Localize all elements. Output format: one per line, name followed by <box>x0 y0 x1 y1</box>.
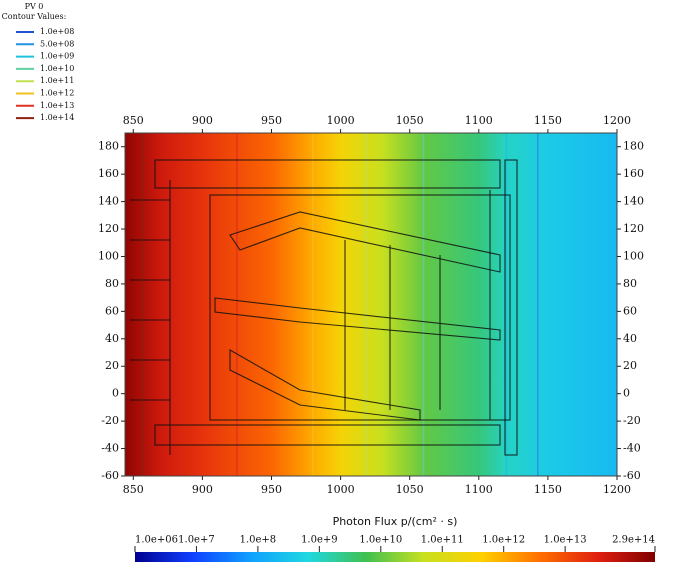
y-tick-label: 80 <box>623 277 637 290</box>
field-cell <box>340 133 383 476</box>
colorbar-tick-label: 1.0e+11 <box>421 535 464 546</box>
y-tick-label: -60 <box>101 469 119 482</box>
y-tick-label: 180 <box>98 140 119 153</box>
contour-lines <box>142 133 539 476</box>
geometry-part <box>504 159 518 456</box>
x-tick-label: 1150 <box>534 114 562 127</box>
y-tick-label: 140 <box>98 195 119 208</box>
colorbar-tick-label: 1.0e+7 <box>178 535 215 546</box>
x-tick-label: 850 <box>123 483 144 496</box>
y-tick-label: -20 <box>623 414 641 427</box>
colorbar-tick-label: 1.0e+12 <box>482 535 525 546</box>
legend-label: 1.0e+13 <box>40 101 74 110</box>
y-tick-label: -40 <box>623 442 641 455</box>
legend-label: 1.0e+09 <box>40 52 74 61</box>
x-tick-label: 1050 <box>396 114 424 127</box>
y-tick-label: 80 <box>105 277 119 290</box>
y-tick-label: 140 <box>623 195 644 208</box>
y-tick-label: -20 <box>101 414 119 427</box>
geometry-part <box>209 194 511 421</box>
x-tick-label: 1150 <box>534 483 562 496</box>
field-cell <box>547 133 618 476</box>
y-tick-label: 40 <box>623 332 637 345</box>
field-cell <box>478 133 507 476</box>
x-tick-label: 1100 <box>465 483 493 496</box>
x-tick-label: 1050 <box>396 483 424 496</box>
y-tick-label: 0 <box>623 387 630 400</box>
x-tick-label: 850 <box>123 114 144 127</box>
colorbar-tick-label: 2.9e+14 <box>612 535 655 546</box>
legend-label: 1.0e+10 <box>40 64 74 73</box>
x-tick-label: 1200 <box>603 483 631 496</box>
geometry-part <box>229 211 501 273</box>
y-tick-label: 60 <box>623 304 637 317</box>
y-tick-label: -40 <box>101 442 119 455</box>
y-tick-label: -60 <box>623 469 641 482</box>
y-tick-label: 0 <box>112 387 119 400</box>
colorbar-tick-label: 1.0e+8 <box>240 535 277 546</box>
y-tick-label: 120 <box>98 222 119 235</box>
x-tick-label: 1000 <box>327 483 355 496</box>
field-cell <box>423 133 480 476</box>
field <box>125 133 618 476</box>
y-tick-label: 160 <box>98 167 119 180</box>
y-tick-label: 120 <box>623 222 644 235</box>
field-cell <box>271 133 314 476</box>
y-tick-label: 100 <box>98 249 119 262</box>
x-tick-label: 950 <box>261 483 282 496</box>
y-tick-label: 20 <box>623 359 637 372</box>
x-tick-label: 1000 <box>327 114 355 127</box>
colorbar-tick-label: 1.0e+10 <box>359 535 402 546</box>
geometry <box>130 159 518 456</box>
colorbar <box>135 552 655 562</box>
y-tick-label: 160 <box>623 167 644 180</box>
legend-label: 1.0e+08 <box>40 27 74 36</box>
plot-frame <box>124 132 618 477</box>
y-tick-label: 40 <box>105 332 119 345</box>
legend-label: 1.0e+12 <box>40 89 74 98</box>
x-tick-label: 1200 <box>603 114 631 127</box>
geometry-part <box>154 424 501 446</box>
legend-label: 1.0e+14 <box>40 113 74 122</box>
field-cell <box>506 133 549 476</box>
colorbar-tick-label: 1.0e+13 <box>544 535 587 546</box>
geometry-part <box>229 349 421 421</box>
x-tick-label: 900 <box>192 483 213 496</box>
y-tick-label: 20 <box>105 359 119 372</box>
x-tick-label: 1100 <box>465 114 493 127</box>
geometry-part <box>154 159 501 189</box>
field-cell <box>312 133 342 476</box>
colorbar-title: Photon Flux p/(cm² · s) <box>333 515 458 528</box>
y-tick-label: 60 <box>105 304 119 317</box>
y-tick-label: 100 <box>623 249 644 262</box>
field-cell <box>160 133 203 476</box>
x-tick-label: 900 <box>192 114 213 127</box>
y-tick-label: 180 <box>623 140 644 153</box>
colorbar-tick-label: 1.0e+9 <box>301 535 338 546</box>
legend-title: PV 0 <box>25 2 44 11</box>
x-tick-label: 950 <box>261 114 282 127</box>
legend-label: 5.0e+08 <box>40 39 74 48</box>
colorbar-tick-label: 1.0e+06 <box>135 535 178 546</box>
geometry-part <box>214 297 501 341</box>
legend-label: 1.0e+11 <box>40 76 74 85</box>
field-cell <box>382 133 425 476</box>
legend-subtitle: Contour Values: <box>2 12 67 21</box>
